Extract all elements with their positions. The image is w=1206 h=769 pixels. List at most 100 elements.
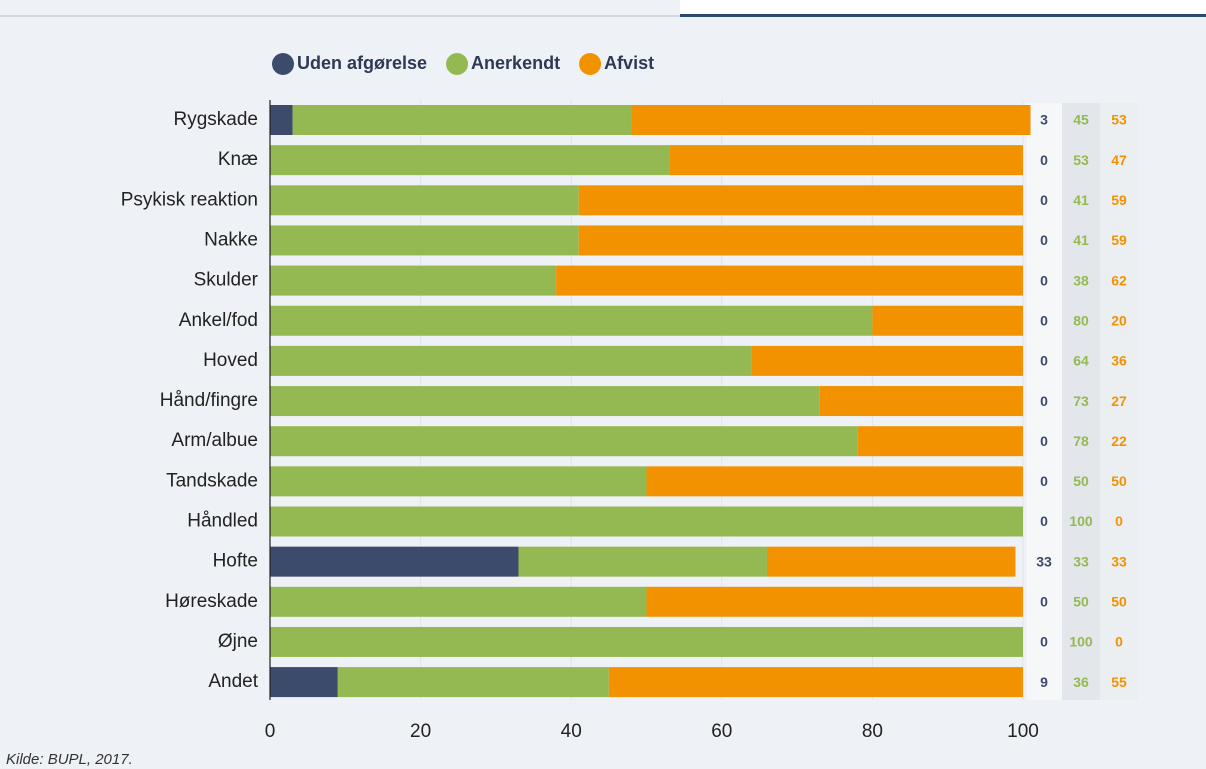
value-label: 0 — [1040, 272, 1048, 288]
value-label: 9 — [1040, 674, 1048, 690]
y-tick-label: Andet — [208, 671, 258, 692]
value-label: 22 — [1111, 433, 1127, 449]
value-label: 50 — [1111, 473, 1127, 489]
bar-segment — [270, 185, 579, 216]
value-label: 59 — [1111, 232, 1127, 248]
bar-segment — [518, 546, 767, 577]
value-label: 0 — [1040, 393, 1048, 409]
value-label: 0 — [1040, 232, 1048, 248]
value-label: 20 — [1111, 312, 1127, 328]
bar-segment — [270, 386, 820, 417]
bar-segment — [631, 105, 1031, 135]
bar-segment — [578, 225, 1023, 256]
value-label: 0 — [1040, 634, 1048, 650]
bar-segment — [766, 546, 1016, 577]
value-label: 0 — [1040, 312, 1048, 328]
y-tick-label: Arm/albue — [171, 430, 258, 451]
bar-segment — [270, 145, 670, 176]
bar-segment — [857, 426, 1023, 457]
y-tick-label: Hånd/fingre — [160, 390, 258, 411]
value-label: 41 — [1073, 232, 1089, 248]
bar-segment — [751, 345, 1023, 376]
bar-segment — [669, 145, 1023, 176]
value-label: 36 — [1073, 674, 1089, 690]
x-tick-label: 80 — [862, 721, 883, 742]
bar-segment — [270, 506, 1023, 537]
value-label: 0 — [1040, 433, 1048, 449]
value-label: 73 — [1073, 393, 1089, 409]
bar-segment — [646, 466, 1023, 497]
x-tick-label: 20 — [410, 721, 431, 742]
value-label: 100 — [1069, 634, 1093, 650]
y-tick-label: Rygskade — [174, 109, 259, 130]
bar-segment — [337, 667, 609, 698]
legend-swatch — [446, 53, 469, 75]
value-label: 0 — [1040, 192, 1048, 208]
value-label: 78 — [1073, 433, 1089, 449]
y-tick-label: Skulder — [194, 270, 259, 291]
bar-segment — [292, 105, 632, 135]
bar-segment — [819, 386, 1023, 417]
y-tick-label: Nakke — [204, 229, 258, 250]
value-label: 59 — [1111, 192, 1127, 208]
bar-segment — [270, 225, 579, 256]
x-tick-label: 40 — [561, 721, 582, 742]
y-tick-label: Hofte — [213, 551, 258, 572]
y-tick-label: Høreskade — [165, 591, 258, 612]
bar-segment — [270, 466, 647, 497]
bar-segment — [270, 105, 293, 135]
legend-swatch — [579, 53, 602, 75]
bar-segment — [270, 305, 873, 336]
legend-label: Anerkendt — [471, 53, 560, 73]
value-label: 36 — [1111, 353, 1127, 369]
legend-label: Afvist — [604, 53, 654, 73]
value-label: 62 — [1111, 272, 1127, 288]
value-label: 50 — [1111, 594, 1127, 610]
value-label: 0 — [1040, 353, 1048, 369]
source: Kilde: BUPL, 2017. — [6, 751, 133, 768]
value-label: 0 — [1040, 152, 1048, 168]
value-label: 64 — [1073, 353, 1089, 369]
value-label: 100 — [1069, 513, 1093, 529]
y-tick-label: Håndled — [187, 511, 258, 532]
bar-segment — [270, 667, 338, 698]
legend-swatch — [272, 53, 294, 75]
header-line — [680, 14, 1206, 17]
x-tick-label: 100 — [1007, 721, 1039, 742]
y-tick-label: Psykisk reaktion — [121, 189, 258, 210]
value-label: 47 — [1111, 152, 1127, 168]
bar-segment — [578, 185, 1023, 216]
value-label: 0 — [1040, 513, 1048, 529]
x-tick-label: 0 — [265, 721, 276, 742]
x-tick-label: 60 — [711, 721, 732, 742]
value-label: 3 — [1040, 112, 1048, 128]
value-label: 0 — [1040, 473, 1048, 489]
bar-segment — [556, 265, 1023, 296]
bar-segment — [646, 586, 1023, 617]
value-label: 53 — [1073, 152, 1089, 168]
value-label: 33 — [1073, 553, 1089, 569]
header-strip — [680, 0, 1206, 15]
value-label: 45 — [1073, 112, 1089, 128]
bar-segment — [608, 667, 1023, 698]
bar-segment — [872, 305, 1023, 336]
bar-segment — [270, 546, 519, 577]
value-label: 0 — [1115, 513, 1123, 529]
table-column — [1100, 103, 1138, 700]
bar-segment — [270, 345, 752, 376]
y-tick-label: Hoved — [203, 350, 258, 371]
value-label: 33 — [1111, 553, 1127, 569]
value-label: 50 — [1073, 473, 1089, 489]
value-label: 53 — [1111, 112, 1127, 128]
value-label: 41 — [1073, 192, 1089, 208]
value-label: 27 — [1111, 393, 1127, 409]
bar-segment — [270, 426, 858, 457]
value-label: 0 — [1115, 634, 1123, 650]
value-label: 0 — [1040, 594, 1048, 610]
y-tick-label: Øjne — [218, 631, 258, 652]
y-tick-label: Ankel/fod — [179, 310, 258, 331]
bar-segment — [270, 265, 557, 296]
header-shadow — [0, 15, 1206, 17]
